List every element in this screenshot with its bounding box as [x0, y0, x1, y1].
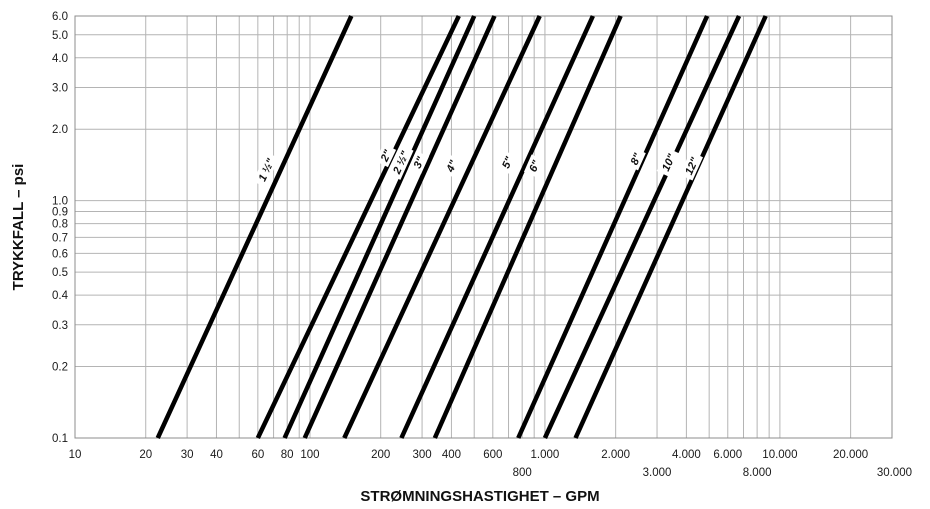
series-line	[516, 15, 710, 439]
y-tick-label: 0.2	[52, 362, 68, 374]
x-tick-label: 1.000	[531, 449, 560, 461]
x-tick-label: 600	[483, 449, 502, 461]
x-tick-label: 10.000	[762, 449, 797, 461]
x-axis-title: STRØMNINGSHASTIGHET – GPM	[360, 488, 599, 505]
y-axis-title: TRYKKFALL – psi	[10, 164, 27, 291]
x-tick-label: 100	[300, 449, 319, 461]
series-line	[155, 15, 354, 439]
series-label: 3"	[408, 150, 429, 174]
series-label-text: 3"	[412, 154, 428, 170]
series-label-background	[625, 147, 646, 171]
x-tick-label: 10	[69, 449, 82, 461]
x-tick-label: 2.000	[601, 449, 630, 461]
x-tick-label: 6.000	[713, 449, 742, 461]
x-tick-label: 60	[251, 449, 264, 461]
series-label: 4"	[441, 154, 462, 178]
x-tick-label: 30.000	[877, 467, 912, 479]
series-line	[302, 15, 497, 439]
x-tick-labels: 10 20 30 40 60 80 100 200 300 400 600 800 1.000 2.000…	[69, 449, 912, 479]
series-line	[399, 15, 595, 439]
y-tick-label: 0.8	[52, 219, 68, 231]
series-label-background	[408, 150, 429, 174]
y-tick-label: 0.6	[52, 248, 68, 260]
x-tick-label: 80	[281, 449, 294, 461]
plot-frame	[74, 15, 893, 439]
x-tick-label: 400	[442, 449, 461, 461]
x-tick-label: 30	[181, 449, 194, 461]
y-tick-label: 5.0	[52, 30, 68, 42]
y-tick-label: 2.0	[52, 124, 68, 136]
series-label-background	[496, 150, 518, 174]
x-tick-label: 200	[371, 449, 390, 461]
y-tick-label: 6.0	[52, 11, 68, 23]
x-tick-label: 300	[412, 449, 431, 461]
x-tick-label: 20	[139, 449, 152, 461]
series-label-background	[375, 143, 397, 168]
x-tick-label: 4.000	[672, 449, 701, 461]
series-label-background	[387, 144, 414, 180]
series-line	[432, 15, 623, 439]
y-tick-label: 0.7	[52, 232, 68, 244]
series-label-background	[679, 151, 703, 181]
y-tick-label: 3.0	[52, 82, 68, 94]
series-line	[282, 15, 477, 439]
series-label-background	[656, 147, 680, 177]
series-label-text: 4"	[444, 158, 460, 175]
y-tick-label: 4.0	[52, 53, 68, 65]
series-label-text: 8"	[629, 151, 645, 167]
series-line	[342, 15, 542, 439]
series-label: 6"	[523, 154, 545, 178]
series-label-text: 6"	[527, 158, 543, 174]
grid	[75, 16, 892, 438]
series-label-text: 2"	[378, 148, 394, 165]
y-tick-label: 0.9	[52, 207, 68, 219]
x-tick-label: 20.000	[833, 449, 868, 461]
x-tick-label: 40	[210, 449, 223, 461]
series-lines	[155, 15, 768, 439]
series-line	[542, 15, 742, 439]
x-tick-label: 800	[513, 467, 532, 479]
y-tick-label: 0.4	[52, 290, 69, 302]
series-label: 2"	[375, 143, 397, 168]
series-line	[255, 15, 461, 439]
series-label: 8"	[625, 147, 646, 171]
series-label-background	[441, 154, 462, 178]
series-labels: 1 ½"2"2 ½" 3" 4" 5" 6" 8" 10" 12"	[252, 143, 703, 188]
series-line	[573, 15, 768, 439]
y-tick-label: 1.0	[52, 196, 68, 208]
series-label-background	[252, 152, 280, 188]
y-tick-label: 0.5	[52, 267, 68, 279]
y-tick-labels: 0.1 0.2 0.3 0.4 0.5 0.6 0.70.80.91.0 2.0 3.0 4.0 5…	[52, 11, 69, 445]
series-label-background	[523, 154, 545, 178]
series-label: 10"	[656, 147, 680, 177]
x-tick-label: 3.000	[643, 467, 672, 479]
y-tick-label: 0.1	[52, 433, 68, 445]
y-tick-label: 0.3	[52, 320, 68, 332]
x-tick-label: 8.000	[743, 467, 772, 479]
series-label: 5"	[496, 150, 518, 174]
